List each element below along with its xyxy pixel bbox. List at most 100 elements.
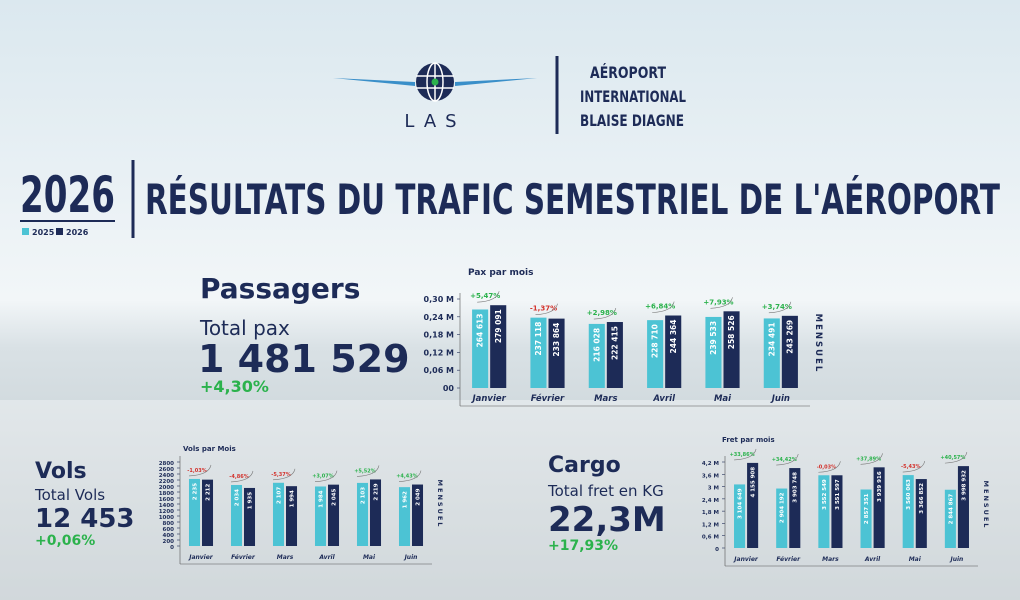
x-tick-label: Juin [770, 394, 790, 404]
bar [705, 316, 722, 388]
bar [831, 475, 843, 548]
value-label: 3 939 916 [877, 471, 883, 502]
bar [747, 462, 759, 548]
change-annotation: -1,37% [530, 305, 557, 313]
change-arrow [314, 470, 338, 482]
y-tick-label: 2600 [159, 467, 174, 473]
y-tick-label: 0 [170, 545, 174, 551]
change-annotation: -4,86% [229, 474, 248, 480]
y-tick-label: 200 [163, 539, 175, 545]
value-label: 3 366 852 [919, 483, 925, 514]
legend-label: 2026 [66, 228, 89, 237]
change-annotation: +33,86% [730, 452, 755, 458]
value-label: 233 864 [552, 323, 561, 357]
x-tick-label: Mai [714, 394, 732, 404]
stat-heading: Vols [35, 459, 87, 484]
bar [548, 318, 565, 388]
y-tick-label: 0,12 M [424, 348, 455, 357]
bar [776, 488, 788, 548]
change-annotation: +40,57% [940, 455, 965, 461]
bar [781, 315, 798, 388]
y-tick-label: 800 [163, 521, 175, 527]
value-label: 2 844 867 [948, 494, 954, 525]
x-tick-label: Février [231, 554, 256, 561]
bar [188, 478, 200, 546]
y-tick-label: 0,24 M [424, 313, 455, 322]
x-tick-label: Mars [277, 554, 294, 561]
change-annotation: +5,52% [354, 468, 376, 474]
value-label: 228 710 [651, 324, 660, 358]
bar [818, 475, 830, 548]
value-label: 2 103 [360, 487, 366, 504]
y-tick-label: 0,06 M [424, 366, 455, 375]
change-annotation: +5,47% [470, 292, 500, 300]
change-annotation: -0,03% [817, 464, 836, 470]
change-arrow [356, 465, 380, 477]
stat-label: Total fret en KG [547, 482, 664, 500]
legend-label: 2025 [32, 228, 55, 237]
bar [957, 466, 969, 548]
stat-change: +4,30% [200, 377, 269, 396]
y-tick-label: 1800 [159, 491, 174, 497]
value-label: 2 107 [276, 487, 282, 504]
change-arrow [776, 453, 799, 466]
bar [530, 317, 547, 388]
value-label: 4 155 908 [751, 467, 757, 498]
value-label: 2 857 351 [864, 493, 870, 524]
value-label: 1 962 [402, 491, 408, 508]
bar [789, 468, 801, 548]
bar [202, 479, 214, 546]
bar [902, 475, 914, 548]
value-label: 1 994 [289, 490, 295, 507]
value-label: 239 533 [709, 321, 718, 355]
change-arrow [230, 470, 254, 483]
y-tick-label: 4,2 M [702, 461, 719, 467]
legend-swatch [22, 228, 29, 235]
change-annotation: +2,98% [587, 309, 617, 317]
chart-title: Pax par mois [468, 268, 533, 278]
y-tick-label: 0,18 M [424, 331, 455, 340]
value-label: 279 091 [494, 309, 503, 343]
y-tick-label: 1,8 M [702, 510, 719, 516]
x-tick-label: Mai [909, 556, 922, 563]
value-label: 243 269 [786, 320, 795, 354]
x-tick-label: Mars [822, 556, 839, 563]
bar [286, 486, 298, 546]
x-tick-label: Mars [594, 394, 617, 404]
bar [915, 479, 927, 548]
y-tick-label: 0,30 M [424, 295, 455, 304]
y-tick-label: 1400 [159, 503, 174, 509]
background-haze [0, 400, 1020, 600]
bar [606, 322, 623, 388]
change-arrow [768, 301, 792, 314]
side-label: MENSUEL [813, 314, 823, 374]
bar [272, 482, 284, 546]
y-tick-label: 2000 [159, 485, 174, 491]
change-annotation: +3,07% [312, 474, 334, 480]
value-label: 1 984 [318, 490, 324, 507]
value-label: 3 551 597 [835, 479, 841, 510]
value-label: 3 903 748 [793, 472, 799, 503]
value-label: 222 415 [611, 326, 620, 360]
change-arrow [535, 303, 558, 315]
bar [230, 484, 242, 546]
bar [734, 484, 746, 548]
x-tick-label: Février [531, 393, 565, 404]
main-title: RÉSULTATS DU TRAFIC SEMESTRIEL DE L'AÉRO… [145, 174, 1000, 224]
x-tick-label: Juin [949, 556, 963, 563]
change-annotation: +6,84% [645, 303, 675, 311]
bar [314, 486, 326, 546]
stat-change: +0,06% [35, 533, 95, 549]
bar [588, 323, 605, 388]
stat-total: 12 453 [35, 504, 135, 534]
x-tick-label: Juin [404, 554, 418, 561]
bar [944, 489, 956, 548]
bar [370, 479, 382, 546]
bar [328, 484, 340, 546]
change-arrow [734, 448, 757, 461]
value-label: 3 560 063 [906, 479, 912, 510]
bar [412, 484, 424, 546]
value-label: 2 904 192 [780, 492, 786, 523]
change-arrow [860, 453, 883, 465]
